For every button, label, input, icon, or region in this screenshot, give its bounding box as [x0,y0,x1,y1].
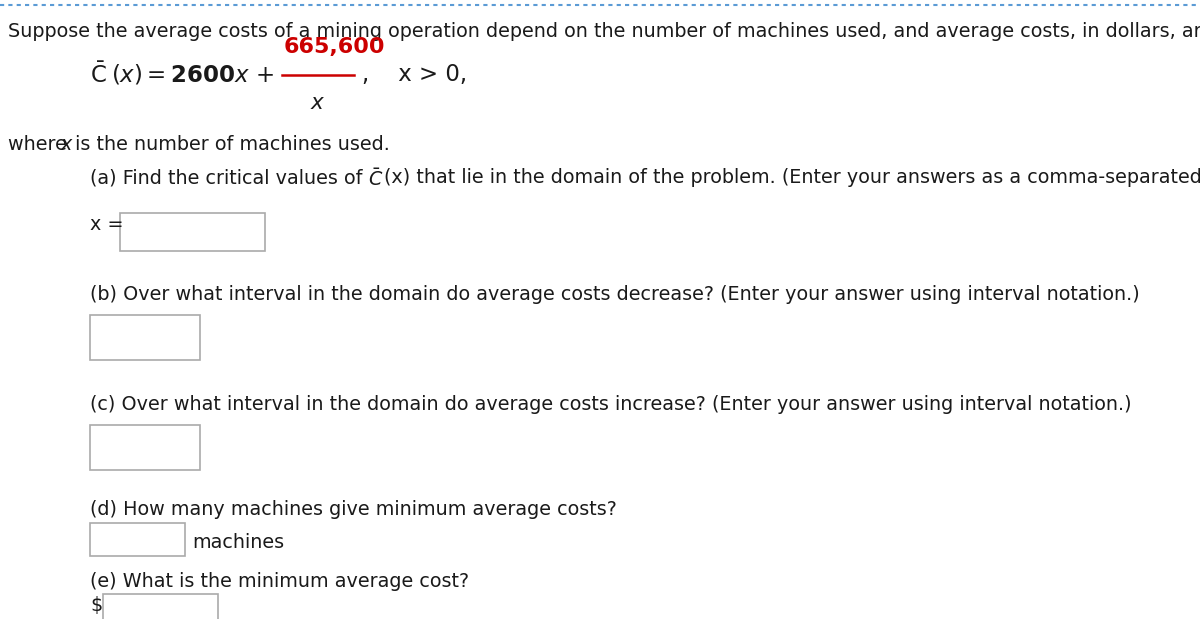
Text: $: $ [90,596,102,615]
FancyBboxPatch shape [90,315,200,360]
FancyBboxPatch shape [90,523,185,556]
Text: machines: machines [192,533,284,552]
Text: (d) How many machines give minimum average costs?: (d) How many machines give minimum avera… [90,500,617,519]
Text: (x) that lie in the domain of the problem. (Enter your answers as a comma-separa: (x) that lie in the domain of the proble… [384,168,1200,187]
Text: where: where [8,135,73,154]
Text: $\mathsf{\bar{C}}$: $\mathsf{\bar{C}}$ [90,62,107,88]
Text: x: x [60,135,71,154]
Text: (c) Over what interval in the domain do average costs increase? (Enter your answ: (c) Over what interval in the domain do … [90,395,1132,414]
Text: ,    x > 0,: , x > 0, [362,64,467,87]
Text: $(x) = \mathbf{2600}x\, +$: $(x) = \mathbf{2600}x\, +$ [112,63,275,87]
FancyBboxPatch shape [103,594,218,619]
Text: $\bar{C}$: $\bar{C}$ [368,168,383,190]
Text: is the number of machines used.: is the number of machines used. [70,135,390,154]
Text: (e) What is the minimum average cost?: (e) What is the minimum average cost? [90,572,469,591]
Text: 665,600: 665,600 [284,37,385,57]
Text: x =: x = [90,215,124,234]
FancyBboxPatch shape [90,425,200,470]
FancyBboxPatch shape [120,213,265,251]
Text: (a) Find the critical values of: (a) Find the critical values of [90,168,368,187]
Text: $x$: $x$ [311,93,325,113]
Text: Suppose the average costs of a mining operation depend on the number of machines: Suppose the average costs of a mining op… [8,22,1200,41]
Text: (b) Over what interval in the domain do average costs decrease? (Enter your answ: (b) Over what interval in the domain do … [90,285,1140,304]
